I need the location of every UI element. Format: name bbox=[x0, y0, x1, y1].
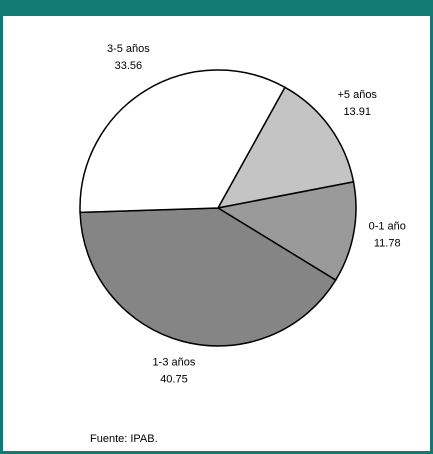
slice-value: 40.75 bbox=[160, 373, 188, 385]
slice-value: 33.56 bbox=[115, 60, 143, 72]
slice-value: 13.91 bbox=[343, 106, 371, 118]
slice-label: 1-3 años bbox=[153, 356, 196, 368]
chart: Fuente: IPAB. +5 años 13.91 0-1 año 11.78 1-… bbox=[79, 43, 406, 445]
pie-slice bbox=[79, 69, 286, 214]
source-note: Fuente: IPAB. bbox=[90, 433, 158, 445]
slice-value: 11.78 bbox=[374, 238, 401, 250]
pie-slice bbox=[216, 86, 355, 210]
slice-label: +5 años bbox=[337, 89, 377, 101]
slice-label: 3-5 años bbox=[107, 43, 150, 55]
pie-slice bbox=[215, 180, 357, 282]
slice-label: 0-1 año bbox=[369, 221, 406, 233]
pie-slice bbox=[79, 207, 337, 347]
